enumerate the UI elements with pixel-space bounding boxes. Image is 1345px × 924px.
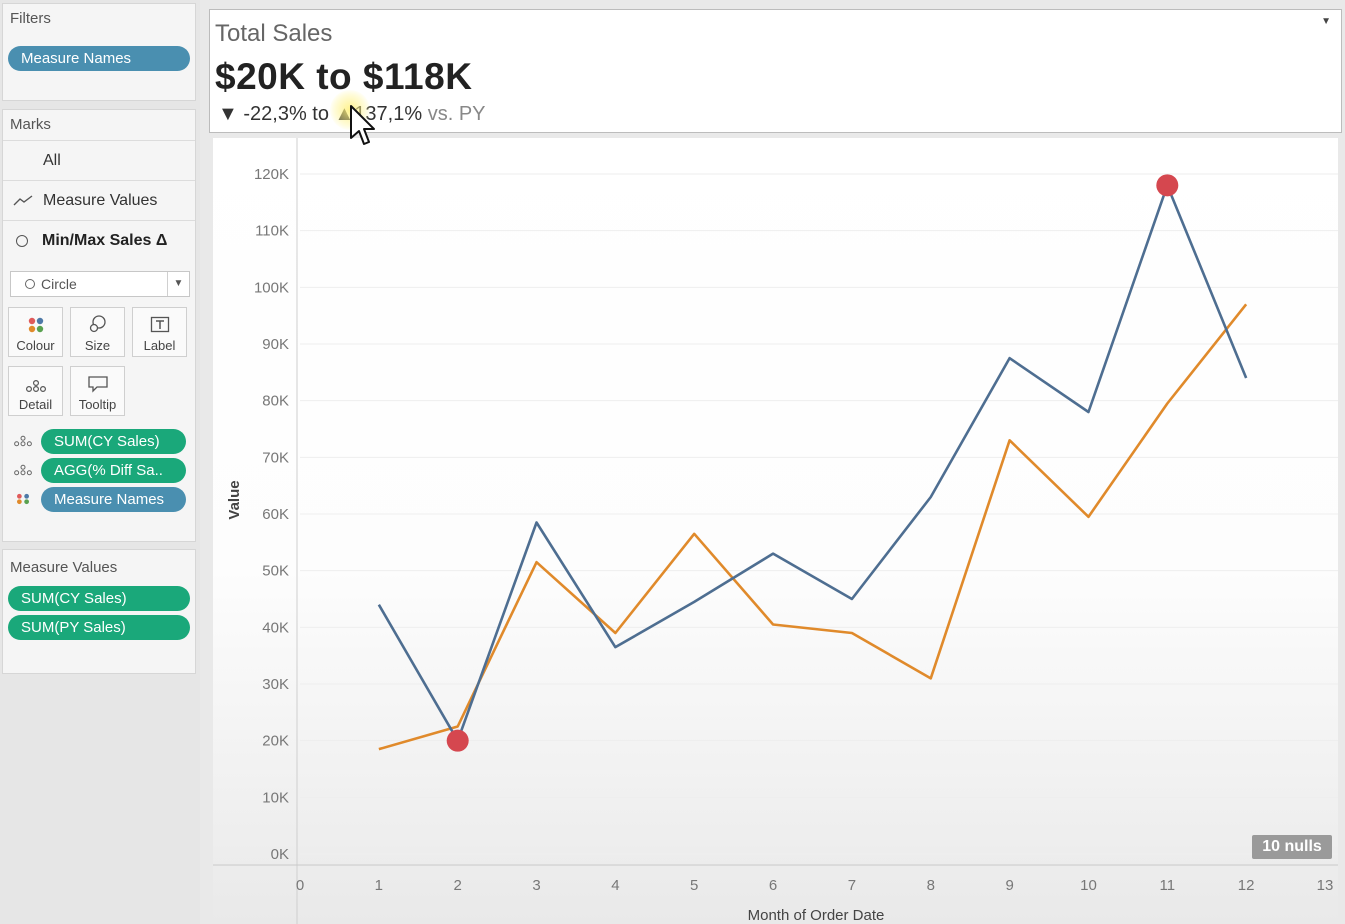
filters-title: Filters [10, 10, 51, 27]
shelf-pill-pct-diff[interactable]: AGG(% Diff Sa.. [41, 457, 186, 483]
x-axis-title: Month of Order Date [748, 907, 885, 924]
x-tick-label: 5 [690, 877, 698, 894]
y-tick-label: 30K [262, 676, 289, 693]
series-line-py-sales [378, 303, 1248, 751]
colour-label: Colour [16, 338, 55, 353]
x-tick-label: 9 [1005, 877, 1013, 894]
x-tick-label: 12 [1238, 877, 1255, 894]
detail-label: Detail [18, 397, 53, 412]
marks-tab-all-label: All [43, 151, 61, 169]
chevron-down-icon[interactable]: ▼ [1321, 16, 1331, 27]
tooltip-button[interactable]: Tooltip [70, 366, 125, 416]
y-tick-label: 20K [262, 733, 289, 750]
y-tick-label: 110K [255, 223, 289, 240]
measure-values-title: Measure Values [10, 559, 118, 576]
nulls-badge[interactable]: 10 nulls [1252, 835, 1332, 859]
y-tick-label: 0K [271, 846, 289, 863]
mark-type-value: Circle [41, 276, 77, 292]
y-tick-label: 70K [262, 449, 289, 466]
marks-tab-minmax-sales[interactable]: Min/Max Sales Δ [3, 220, 195, 260]
measure-values-card: Measure Values SUM(CY Sales) SUM(PY Sale… [2, 549, 196, 674]
x-tick-label: 13 [1317, 877, 1334, 894]
x-tick-label: 11 [1160, 877, 1176, 894]
detail-icon [14, 464, 32, 476]
detail-icon [14, 435, 32, 447]
chart-background [213, 138, 1338, 924]
marker-max [1156, 174, 1179, 197]
tooltip-label: Tooltip [78, 397, 117, 412]
x-tick-label: 0 [296, 877, 304, 894]
kpi-delta: ▼ -22,3% to ▲137,1% vs. PY [218, 103, 486, 126]
x-tick-label: 2 [454, 877, 462, 894]
marks-tab-all[interactable]: All [3, 140, 195, 180]
label-button[interactable]: Label [132, 307, 187, 357]
label-label: Label [143, 338, 176, 353]
label-icon [150, 316, 169, 333]
measure-pill-py-sales[interactable]: SUM(PY Sales) [8, 615, 190, 640]
chevron-down-icon[interactable]: ▼ [167, 272, 189, 296]
size-label: Size [84, 338, 111, 353]
shelf-row-pct-diff: AGG(% Diff Sa.. [13, 457, 186, 483]
kpi-delta-vs: vs. PY [422, 103, 486, 125]
y-tick-label: 40K [262, 619, 289, 636]
chart-area[interactable]: 0K 10K 20K 30K 40K 50K 60K 70K 80K 90K 100K 110K 120… [203, 138, 1345, 924]
y-tick-label: 120K [254, 166, 289, 183]
shelf-row-cy-sales: SUM(CY Sales) [13, 428, 186, 454]
marks-tab-minmax-sales-label: Min/Max Sales Δ [42, 231, 168, 249]
mouse-cursor-icon [350, 105, 375, 145]
circle-icon [16, 234, 28, 247]
colour-icon [28, 317, 43, 333]
y-tick-label: 50K [262, 563, 289, 580]
tooltip-icon [87, 376, 108, 393]
x-tick-label: 6 [769, 877, 777, 894]
y-tick-label: 60K [262, 506, 289, 523]
y-tick-label: 80K [262, 393, 289, 410]
kpi-label: Total Sales [215, 20, 333, 47]
x-tick-label: 10 [1080, 877, 1097, 894]
kpi-delta-down: ▼ -22,3% to [218, 103, 335, 125]
line-chart: 0K10K20K30K40K50K60K70K80K90K100K110K120… [213, 138, 1338, 924]
filter-pill-measure-names[interactable]: Measure Names [8, 46, 190, 71]
shelf-pill-cy-sales[interactable]: SUM(CY Sales) [41, 428, 186, 454]
x-tick-label: 8 [927, 877, 935, 894]
kpi-title-box[interactable]: Total Sales $20K to $118K ▼ -22,3% to ▲1… [209, 9, 1342, 133]
size-icon [89, 315, 106, 333]
x-tick-label: 3 [532, 877, 540, 894]
x-tick-label: 7 [848, 877, 856, 894]
y-tick-label: 100K [254, 279, 289, 296]
line-chart-icon [13, 194, 33, 205]
marks-card: Marks All Measure Values Min/Max Sales Δ… [2, 109, 196, 542]
measure-pill-cy-sales[interactable]: SUM(CY Sales) [8, 586, 190, 611]
y-axis-title: Value [226, 480, 243, 519]
marker-min [446, 729, 469, 752]
x-tick-label: 4 [611, 877, 619, 894]
filters-card: Filters Measure Names [2, 3, 196, 101]
shelf-row-measure-names: Measure Names [13, 486, 186, 512]
series-line-cy-sales [377, 184, 1248, 742]
marks-title: Marks [10, 116, 51, 133]
left-panel: Filters Measure Names Marks All Measure … [0, 0, 200, 924]
marks-tab-measure-values-label: Measure Values [43, 191, 158, 209]
y-tick-label: 10K [262, 789, 289, 806]
marks-tab-measure-values[interactable]: Measure Values [3, 180, 195, 220]
detail-icon [25, 379, 46, 393]
mark-type-dropdown[interactable]: Circle ▼ [10, 271, 190, 297]
circle-icon [25, 279, 35, 289]
x-tick-label: 1 [375, 877, 383, 894]
colour-button[interactable]: Colour [8, 307, 63, 357]
detail-button[interactable]: Detail [8, 366, 63, 416]
colour-icon [17, 493, 29, 505]
shelf-pill-measure-names[interactable]: Measure Names [41, 486, 186, 512]
y-tick-label: 90K [262, 336, 289, 353]
size-button[interactable]: Size [70, 307, 125, 357]
